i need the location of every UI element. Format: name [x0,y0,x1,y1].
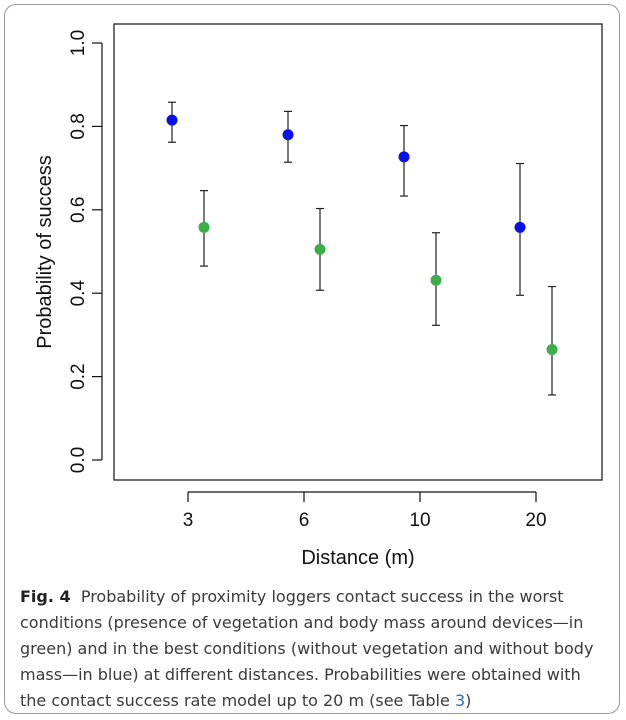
figure-label: Fig. 4 [20,587,71,606]
figure-caption: Fig. 4 Probability of proximity loggers … [20,584,610,714]
x-tick-label: 3 [183,510,194,531]
caption-end: ) [465,691,472,710]
y-tick-label: 0.2 [68,363,89,389]
figure-frame [4,4,620,714]
y-tick-label: 0.8 [68,113,89,139]
scatter-chart: 0.0 0.2 0.4 0.6 0.8 1.0 3 6 10 20 Probability of… [34,23,603,569]
data-point-blue [282,129,294,141]
data-point-blue [514,221,526,233]
y-axis-label: Probability of success [34,155,56,348]
data-point-blue [166,114,178,126]
data-point-blue [398,151,410,163]
data-point-green [198,221,210,233]
plot-box [113,23,603,481]
x-tick-label: 20 [525,510,546,531]
data-point-green [314,243,326,255]
table-reference-link[interactable]: 3 [454,691,466,710]
caption-text: Probability of proximity loggers contact… [20,587,594,710]
y-tick-label: 0.6 [68,197,89,223]
x-axis-label: Distance (m) [301,547,414,569]
y-tick-label: 0.4 [68,280,89,307]
data-marks [166,101,558,396]
y-tick-label: 0.0 [68,447,89,473]
x-axis: 3 6 10 20 [183,491,547,531]
data-point-green [430,274,442,286]
x-tick-label: 10 [409,510,430,531]
data-point-green [546,343,558,355]
y-axis: 0.0 0.2 0.4 0.6 0.8 1.0 [68,30,103,473]
x-tick-label: 6 [299,510,310,531]
y-tick-label: 1.0 [68,30,89,56]
